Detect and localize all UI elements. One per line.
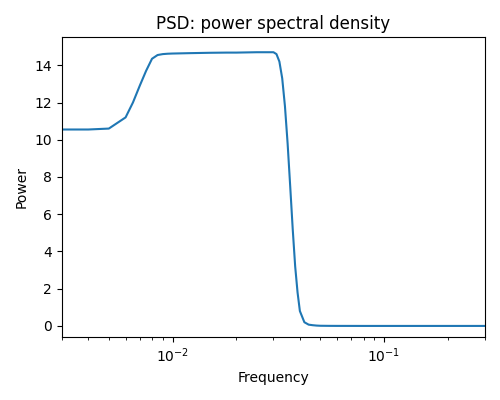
X-axis label: Frequency: Frequency — [238, 371, 310, 385]
Y-axis label: Power: Power — [15, 166, 29, 208]
Title: PSD: power spectral density: PSD: power spectral density — [156, 15, 390, 33]
